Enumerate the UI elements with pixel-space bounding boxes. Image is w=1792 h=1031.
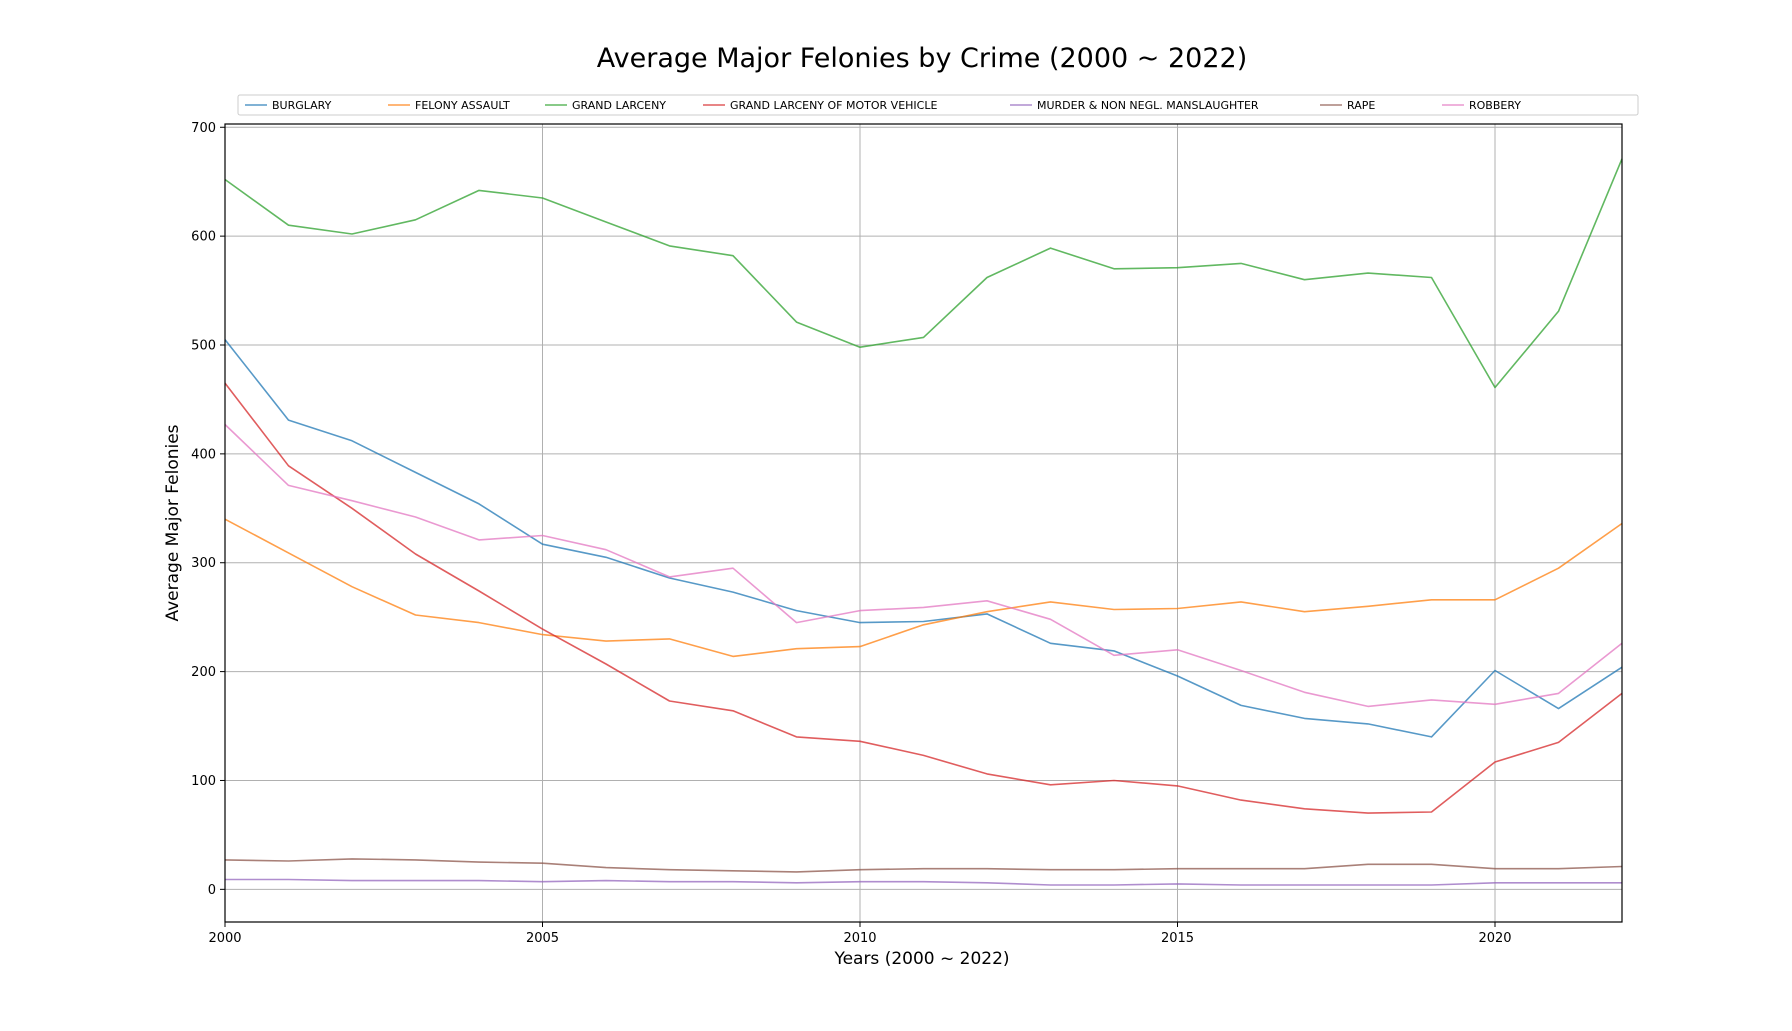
legend-item: ROBBERY [1442,99,1521,112]
legend-label: GRAND LARCENY [572,99,666,112]
legend-item: GRAND LARCENY [545,99,666,112]
series-line-robbery [224,423,1623,708]
legend-label: ROBBERY [1469,99,1521,112]
legend-item: FELONY ASSAULT [388,99,510,112]
plot-frame [224,123,1623,923]
series-line-rape [224,858,1623,873]
series-line-burglary [224,339,1623,738]
series-line-grand-larceny [224,158,1623,389]
y-axis: 0 100 200 300 400 500 600 700 [191,121,225,898]
series-line-grand-larceny-of-motor-vehicle [224,382,1623,814]
legend-item: MURDER & NON NEGL. MANSLAUGHTER [1010,99,1259,112]
legend-item: GRAND LARCENY OF MOTOR VEHICLE [703,99,937,112]
y-axis-label: Average Major Felonies [163,424,183,621]
x-axis: 2000 2005 2010 2015 2020 [208,922,1512,946]
x-tick-label: 2005 [526,931,559,946]
y-tick-label: 400 [191,447,216,462]
legend-label: GRAND LARCENY OF MOTOR VEHICLE [730,99,937,112]
x-tick-label: 2015 [1161,931,1194,946]
legend-label: FELONY ASSAULT [415,99,510,112]
series-line-murder-non-negl-manslaughter [225,878,1622,886]
y-tick-label: 200 [191,665,216,680]
legend-frame [237,94,1639,116]
y-tick-label: 700 [191,121,216,136]
y-tick-label: 500 [191,339,216,354]
legend-item: RAPE [1320,99,1375,112]
grid-lines [224,124,1622,922]
x-axis-label: Years (2000 ~ 2022) [833,949,1009,969]
x-tick-label: 2000 [208,931,241,946]
legend: BURGLARY FELONY ASSAULT GRAND LARCENY GRAND… [237,94,1639,116]
legend-label: BURGLARY [272,99,332,112]
y-tick-label: 100 [191,774,216,789]
legend-item: BURGLARY [245,99,332,112]
y-tick-label: 0 [208,883,216,898]
legend-label: RAPE [1347,99,1375,112]
x-tick-label: 2010 [843,931,876,946]
x-tick-label: 2020 [1478,931,1511,946]
y-tick-label: 300 [191,556,216,571]
chart-title: Average Major Felonies by Crime (2000 ~ … [597,43,1248,74]
series-line-felony-assault [224,518,1623,658]
series-layer [224,158,1623,886]
legend-label: MURDER & NON NEGL. MANSLAUGHTER [1037,99,1259,112]
y-tick-label: 600 [191,230,216,245]
